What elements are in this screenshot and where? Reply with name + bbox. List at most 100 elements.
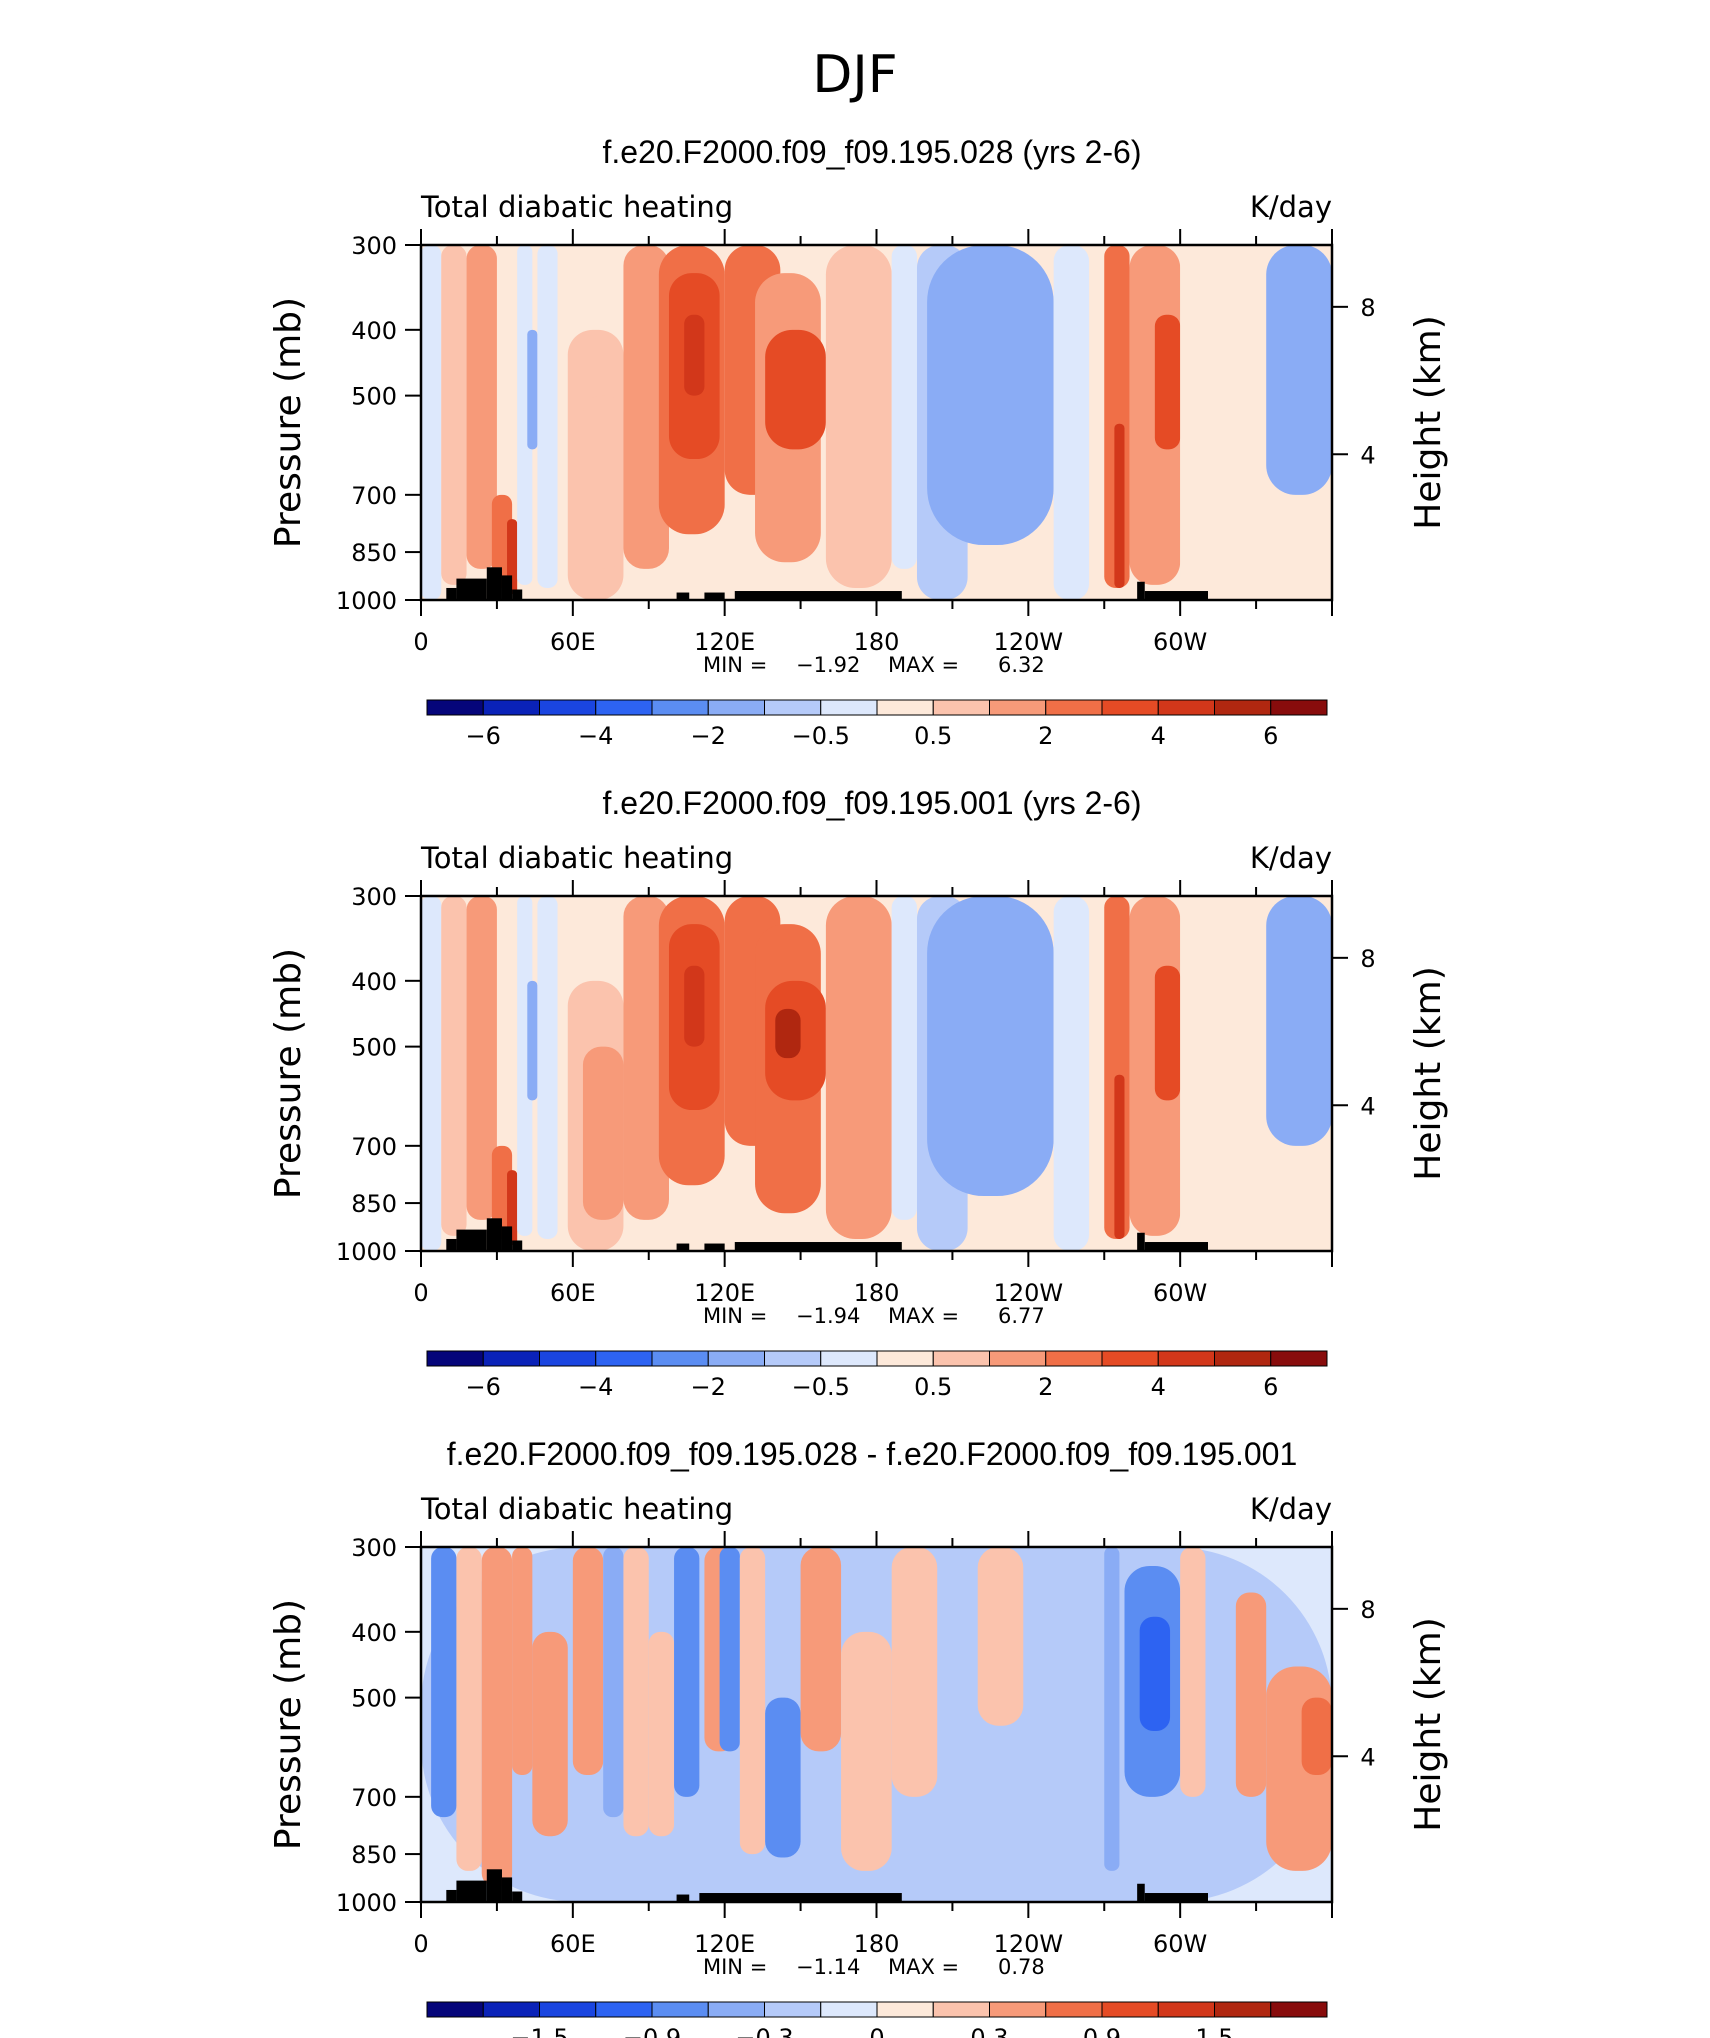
colorbar-box <box>989 2001 1047 2018</box>
colorbar-box <box>539 1350 597 1367</box>
colorbar-box <box>1045 1350 1103 1367</box>
colorbar-box <box>820 699 878 716</box>
y-right-tick-label: 4 <box>1360 1743 1375 1771</box>
x-tick-label: 60W <box>1153 1930 1207 1958</box>
y-tick-label: 300 <box>351 232 397 260</box>
y-axis-label: Pressure (mb) <box>268 297 309 548</box>
y-tick-label: 300 <box>351 1534 397 1562</box>
contour-region <box>825 896 892 1239</box>
contour-region <box>1230 494 1332 600</box>
contour-region <box>507 519 518 595</box>
x-tick-label: 60E <box>550 628 596 656</box>
colorbar-box <box>482 2001 540 2018</box>
y-tick-label: 500 <box>351 1685 397 1713</box>
colorbar: −6 −4 −2 −0.5 0.5 2 4 6 <box>426 1350 1328 1401</box>
y-right-axis-label: Height (km) <box>1408 315 1449 529</box>
colorbar-label: −6 <box>466 722 501 750</box>
colorbar-box <box>932 699 990 716</box>
x-tick-label: 120W <box>994 1279 1064 1307</box>
colorbar-label: −2 <box>691 722 726 750</box>
y-right-tick-label: 8 <box>1360 1596 1375 1624</box>
y-tick-label: 400 <box>351 968 397 996</box>
colorbar-box <box>1157 1350 1215 1367</box>
y-tick-label: 1000 <box>336 587 397 615</box>
contour-region <box>527 980 538 1101</box>
x-tick-label: 120W <box>994 628 1064 656</box>
contour-region <box>674 1547 700 1797</box>
max-label: MAX = <box>888 653 959 677</box>
x-tick-label: 180 <box>854 1279 900 1307</box>
left-string: Total diabatic heating <box>420 190 733 224</box>
contour-region <box>739 1547 766 1855</box>
colorbar-box <box>595 699 653 716</box>
contour-region <box>1139 1616 1171 1732</box>
contour-region <box>684 314 705 396</box>
colorbar-box <box>1101 2001 1159 2018</box>
panel-1: f.e20.F2000.f09_f09.195.028 (yrs 2-6) Tot… <box>268 134 1449 750</box>
y-tick-label: 400 <box>351 1619 397 1647</box>
x-tick-label: 120W <box>994 1930 1064 1958</box>
x-tick-label: 180 <box>854 628 900 656</box>
topography-mask <box>1144 591 1209 600</box>
y-tick-label: 1000 <box>336 1889 397 1917</box>
topography-mask <box>704 1243 725 1251</box>
contour-region <box>1180 1547 1206 1797</box>
colorbar-box <box>595 2001 653 2018</box>
colorbar-box <box>595 1350 653 1367</box>
figure-title: DJF <box>812 45 897 105</box>
contour-region <box>927 896 1054 1197</box>
contour-region <box>1053 245 1090 600</box>
colorbar-label: −0.9 <box>623 2024 681 2038</box>
topography-mask <box>512 1240 523 1251</box>
colorbar-label: −2 <box>691 1373 726 1401</box>
units-label: K/day <box>1250 841 1332 875</box>
y-tick-label: 400 <box>351 317 397 345</box>
contour-region <box>1104 1547 1120 1871</box>
colorbar-box <box>426 1350 484 1367</box>
contour-region <box>441 245 467 585</box>
colorbar-label: 0.9 <box>1083 2024 1121 2038</box>
contour-region <box>572 1547 604 1775</box>
contour-region <box>1266 245 1332 495</box>
x-tick-label: 60E <box>550 1279 596 1307</box>
colorbar-box <box>989 1350 1047 1367</box>
colorbar-box <box>764 2001 822 2018</box>
min-value: −1.94 <box>796 1304 860 1328</box>
contour-region <box>825 245 892 588</box>
colorbar: −6 −4 −2 −0.5 0.5 2 4 6 <box>426 699 1328 750</box>
panels: f.e20.F2000.f09_f09.195.028 (yrs 2-6) Tot… <box>268 134 1449 2038</box>
min-label: MIN = <box>703 653 767 677</box>
max-value: 6.32 <box>998 653 1045 677</box>
colorbar-box <box>651 699 709 716</box>
contour-region <box>456 1547 482 1871</box>
colorbar-box <box>876 699 934 716</box>
contour-region <box>532 1631 568 1837</box>
y-right-tick-label: 8 <box>1360 294 1375 322</box>
colorbar-box <box>820 1350 878 1367</box>
colorbar-box <box>764 1350 822 1367</box>
contour-region <box>466 245 497 569</box>
contour-region <box>719 1547 740 1752</box>
colorbar-box <box>1214 699 1272 716</box>
x-tick-label: 0 <box>413 628 428 656</box>
colorbar-box <box>426 2001 484 2018</box>
contour-region <box>1230 1145 1332 1251</box>
left-string: Total diabatic heating <box>420 1492 733 1526</box>
colorbar-box <box>1214 2001 1272 2018</box>
colorbar-label: 6 <box>1263 722 1278 750</box>
colorbar-box <box>1101 699 1159 716</box>
colorbar-label: 6 <box>1263 1373 1278 1401</box>
min-label: MIN = <box>703 1955 767 1979</box>
units-label: K/day <box>1250 1492 1332 1526</box>
x-tick-label: 180 <box>854 1930 900 1958</box>
contour-region <box>421 245 442 600</box>
panel-2: f.e20.F2000.f09_f09.195.001 (yrs 2-6) Tot… <box>268 785 1449 1401</box>
colorbar-box <box>651 1350 709 1367</box>
contour-region <box>927 245 1054 546</box>
contour-region <box>648 1631 675 1837</box>
colorbar-label: −0.5 <box>792 722 850 750</box>
contour-region <box>517 896 533 1236</box>
max-label: MAX = <box>888 1955 959 1979</box>
x-tick-label: 120E <box>694 1279 755 1307</box>
colorbar-label: 1.5 <box>1195 2024 1233 2038</box>
